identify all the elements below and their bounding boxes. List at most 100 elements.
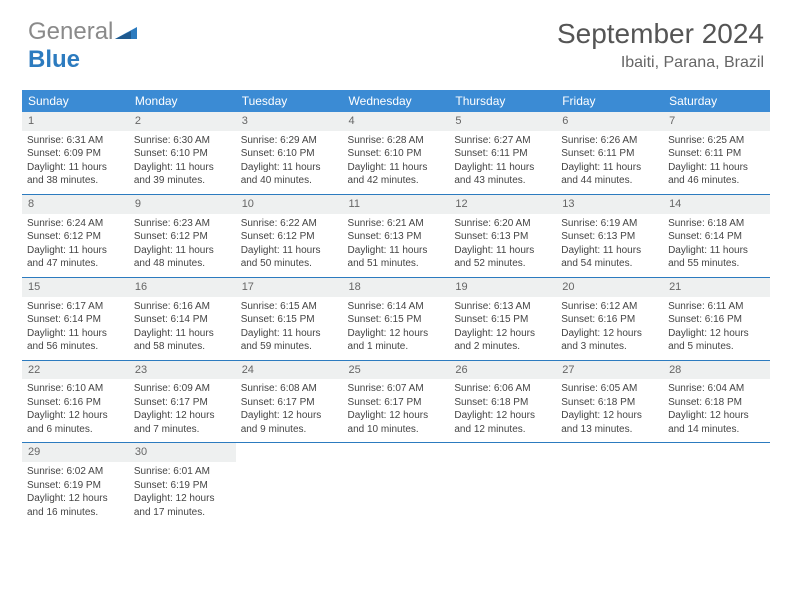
- daylight-text-2: and 5 minutes.: [668, 340, 765, 354]
- calendar-table: Sunday Monday Tuesday Wednesday Thursday…: [22, 90, 770, 525]
- daylight-text: Daylight: 12 hours: [668, 409, 765, 423]
- daynum-row: 891011121314: [22, 194, 770, 213]
- day-cell: Sunrise: 6:27 AMSunset: 6:11 PMDaylight:…: [449, 131, 556, 195]
- day-number: 18: [343, 277, 450, 296]
- sunset-text: Sunset: 6:16 PM: [27, 396, 124, 410]
- sunset-text: Sunset: 6:14 PM: [134, 313, 231, 327]
- sunset-text: Sunset: 6:18 PM: [454, 396, 551, 410]
- day-number: 23: [129, 360, 236, 379]
- day-cell: Sunrise: 6:21 AMSunset: 6:13 PMDaylight:…: [343, 214, 450, 278]
- weekday-header: Friday: [556, 90, 663, 112]
- day-number: [449, 443, 556, 462]
- sunrise-text: Sunrise: 6:20 AM: [454, 217, 551, 231]
- daylight-text: Daylight: 12 hours: [454, 409, 551, 423]
- daylight-text: Daylight: 11 hours: [348, 161, 445, 175]
- sunrise-text: Sunrise: 6:08 AM: [241, 382, 338, 396]
- sunrise-text: Sunrise: 6:06 AM: [454, 382, 551, 396]
- day-number: 20: [556, 277, 663, 296]
- header: General Blue September 2024 Ibaiti, Para…: [0, 0, 792, 80]
- day-number: 15: [22, 277, 129, 296]
- sunrise-text: Sunrise: 6:15 AM: [241, 300, 338, 314]
- daylight-text: Daylight: 12 hours: [134, 492, 231, 506]
- daylight-text: Daylight: 11 hours: [241, 244, 338, 258]
- day-cell: Sunrise: 6:31 AMSunset: 6:09 PMDaylight:…: [22, 131, 129, 195]
- sunset-text: Sunset: 6:15 PM: [348, 313, 445, 327]
- daylight-text: Daylight: 11 hours: [241, 161, 338, 175]
- day-number: 30: [129, 443, 236, 462]
- day-cell: Sunrise: 6:13 AMSunset: 6:15 PMDaylight:…: [449, 297, 556, 361]
- day-cell: Sunrise: 6:05 AMSunset: 6:18 PMDaylight:…: [556, 379, 663, 443]
- daylight-text-2: and 10 minutes.: [348, 423, 445, 437]
- daylight-text-2: and 44 minutes.: [561, 174, 658, 188]
- day-cell: Sunrise: 6:09 AMSunset: 6:17 PMDaylight:…: [129, 379, 236, 443]
- sunrise-text: Sunrise: 6:25 AM: [668, 134, 765, 148]
- day-detail-row: Sunrise: 6:02 AMSunset: 6:19 PMDaylight:…: [22, 462, 770, 525]
- day-cell: Sunrise: 6:14 AMSunset: 6:15 PMDaylight:…: [343, 297, 450, 361]
- daylight-text-2: and 51 minutes.: [348, 257, 445, 271]
- sunrise-text: Sunrise: 6:29 AM: [241, 134, 338, 148]
- daylight-text: Daylight: 12 hours: [27, 409, 124, 423]
- day-detail-row: Sunrise: 6:24 AMSunset: 6:12 PMDaylight:…: [22, 214, 770, 278]
- daylight-text: Daylight: 11 hours: [134, 327, 231, 341]
- daylight-text-2: and 17 minutes.: [134, 506, 231, 520]
- daylight-text-2: and 6 minutes.: [27, 423, 124, 437]
- sunrise-text: Sunrise: 6:18 AM: [668, 217, 765, 231]
- daylight-text-2: and 38 minutes.: [27, 174, 124, 188]
- day-detail-row: Sunrise: 6:17 AMSunset: 6:14 PMDaylight:…: [22, 297, 770, 361]
- daylight-text: Daylight: 11 hours: [561, 161, 658, 175]
- title-block: September 2024 Ibaiti, Parana, Brazil: [557, 18, 764, 72]
- day-cell: Sunrise: 6:17 AMSunset: 6:14 PMDaylight:…: [22, 297, 129, 361]
- day-number: 1: [22, 112, 129, 131]
- daylight-text-2: and 16 minutes.: [27, 506, 124, 520]
- daylight-text: Daylight: 11 hours: [27, 327, 124, 341]
- sunset-text: Sunset: 6:16 PM: [561, 313, 658, 327]
- sunset-text: Sunset: 6:11 PM: [561, 147, 658, 161]
- day-cell: Sunrise: 6:06 AMSunset: 6:18 PMDaylight:…: [449, 379, 556, 443]
- day-detail-row: Sunrise: 6:10 AMSunset: 6:16 PMDaylight:…: [22, 379, 770, 443]
- daylight-text: Daylight: 12 hours: [454, 327, 551, 341]
- day-cell: Sunrise: 6:10 AMSunset: 6:16 PMDaylight:…: [22, 379, 129, 443]
- sunrise-text: Sunrise: 6:16 AM: [134, 300, 231, 314]
- daylight-text-2: and 13 minutes.: [561, 423, 658, 437]
- sunrise-text: Sunrise: 6:12 AM: [561, 300, 658, 314]
- day-number: 26: [449, 360, 556, 379]
- daylight-text: Daylight: 11 hours: [668, 161, 765, 175]
- day-number: 14: [663, 194, 770, 213]
- day-cell: Sunrise: 6:25 AMSunset: 6:11 PMDaylight:…: [663, 131, 770, 195]
- sunrise-text: Sunrise: 6:13 AM: [454, 300, 551, 314]
- location: Ibaiti, Parana, Brazil: [557, 54, 764, 72]
- day-number: 10: [236, 194, 343, 213]
- sunrise-text: Sunrise: 6:23 AM: [134, 217, 231, 231]
- day-cell: Sunrise: 6:20 AMSunset: 6:13 PMDaylight:…: [449, 214, 556, 278]
- daylight-text-2: and 14 minutes.: [668, 423, 765, 437]
- daylight-text: Daylight: 12 hours: [348, 409, 445, 423]
- sunset-text: Sunset: 6:13 PM: [454, 230, 551, 244]
- sunset-text: Sunset: 6:14 PM: [668, 230, 765, 244]
- day-cell: Sunrise: 6:16 AMSunset: 6:14 PMDaylight:…: [129, 297, 236, 361]
- daylight-text-2: and 3 minutes.: [561, 340, 658, 354]
- daylight-text-2: and 39 minutes.: [134, 174, 231, 188]
- sunrise-text: Sunrise: 6:24 AM: [27, 217, 124, 231]
- day-cell: [449, 462, 556, 525]
- sunrise-text: Sunrise: 6:07 AM: [348, 382, 445, 396]
- sunrise-text: Sunrise: 6:01 AM: [134, 465, 231, 479]
- daylight-text-2: and 56 minutes.: [27, 340, 124, 354]
- day-number: 24: [236, 360, 343, 379]
- day-cell: Sunrise: 6:28 AMSunset: 6:10 PMDaylight:…: [343, 131, 450, 195]
- sunset-text: Sunset: 6:11 PM: [454, 147, 551, 161]
- day-cell: [236, 462, 343, 525]
- sunset-text: Sunset: 6:12 PM: [241, 230, 338, 244]
- daylight-text-2: and 43 minutes.: [454, 174, 551, 188]
- day-cell: [663, 462, 770, 525]
- daylight-text: Daylight: 11 hours: [134, 161, 231, 175]
- month-title: September 2024: [557, 18, 764, 50]
- day-number: 29: [22, 443, 129, 462]
- day-cell: Sunrise: 6:26 AMSunset: 6:11 PMDaylight:…: [556, 131, 663, 195]
- weekday-header: Monday: [129, 90, 236, 112]
- daylight-text: Daylight: 12 hours: [668, 327, 765, 341]
- daylight-text: Daylight: 11 hours: [454, 161, 551, 175]
- logo-word1: General: [28, 18, 113, 45]
- day-number: [556, 443, 663, 462]
- daylight-text: Daylight: 11 hours: [454, 244, 551, 258]
- sunrise-text: Sunrise: 6:22 AM: [241, 217, 338, 231]
